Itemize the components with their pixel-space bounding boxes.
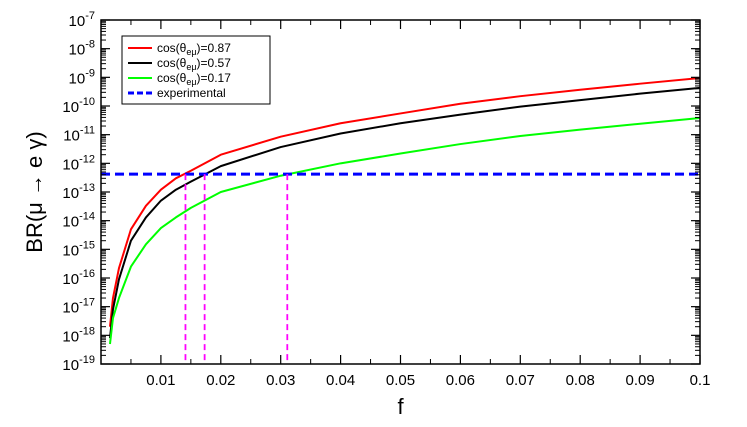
y-tick-label: 10-10 xyxy=(62,96,95,116)
legend: cos(θeμ)=0.87cos(θeμ)=0.57cos(θeμ)=0.17e… xyxy=(121,35,271,105)
y-tick-label: 10-14 xyxy=(62,211,95,231)
series-layer xyxy=(101,76,700,345)
legend-label: cos(θeμ)=0.87 xyxy=(157,41,231,57)
ticks-layer: 0.01 0.02 0.03 0.04 0.05 0.06 0.07 0.08 0.09 0.1 1… xyxy=(62,10,710,389)
legend-label: experimental xyxy=(157,86,226,100)
y-tick-label: 10-16 xyxy=(62,268,95,288)
legend-label: cos(θeμ)=0.17 xyxy=(157,71,231,87)
x-tick-label: 0.04 xyxy=(326,372,355,389)
x-tick-label: 0.09 xyxy=(625,372,654,389)
series-line-cos-e-0-57 xyxy=(108,86,700,339)
y-axis-title: BR(μ → e γ) xyxy=(22,131,47,252)
series-line-cos-e-0-87 xyxy=(108,76,700,327)
y-tick-label: 10-15 xyxy=(62,239,95,259)
series-line-cos-e-0-17 xyxy=(108,117,700,345)
y-tick-label: 10-12 xyxy=(62,153,95,173)
y-tick-label: 10-11 xyxy=(63,125,95,145)
x-tick-label: 0.1 xyxy=(690,372,711,389)
y-tick-label: 10-18 xyxy=(62,325,95,345)
x-tick-label: 0.05 xyxy=(386,372,415,389)
y-tick-label: 10-8 xyxy=(69,39,95,59)
x-tick-label: 0.08 xyxy=(566,372,595,389)
x-tick-label: 0.03 xyxy=(266,372,295,389)
y-tick-label: 10-19 xyxy=(62,354,95,374)
guides-layer xyxy=(184,174,289,364)
x-tick-label: 0.07 xyxy=(506,372,535,389)
y-tick-label: 10-7 xyxy=(69,10,95,30)
y-tick-label: 10-17 xyxy=(62,297,95,317)
x-tick-label: 0.01 xyxy=(146,372,175,389)
y-tick-label: 10-9 xyxy=(69,67,95,87)
x-tick-label: 0.02 xyxy=(206,372,235,389)
legend-label: cos(θeμ)=0.57 xyxy=(157,56,231,72)
x-tick-label: 0.06 xyxy=(446,372,475,389)
y-tick-label: 10-13 xyxy=(62,182,95,202)
x-axis-title: f xyxy=(397,394,404,419)
